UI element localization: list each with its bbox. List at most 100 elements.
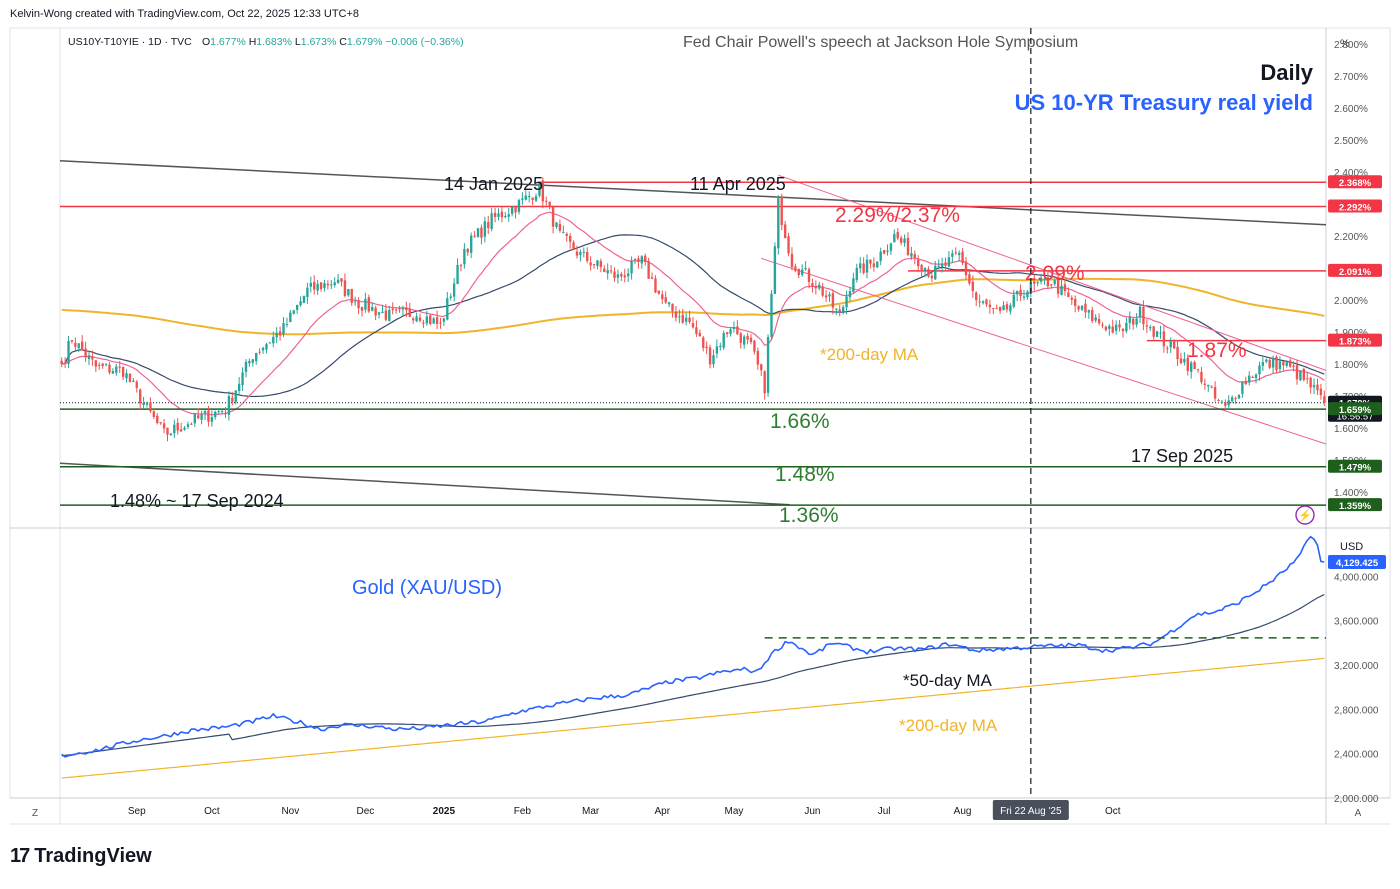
candle-body <box>237 383 241 391</box>
annotation-17-sep-2024: 1.48% ~ 17 Sep 2024 <box>110 491 284 511</box>
candle-body <box>1012 294 1015 307</box>
candle-body <box>84 348 87 358</box>
candle-body <box>879 251 882 262</box>
candle-body <box>766 337 770 393</box>
candle-body <box>336 279 340 284</box>
candle-body <box>961 251 964 264</box>
candle-body <box>121 366 125 377</box>
candle-body <box>299 301 302 306</box>
candle-body <box>848 291 852 298</box>
candle-body <box>657 290 661 294</box>
candle-body <box>753 340 756 352</box>
candle-body <box>1077 306 1080 310</box>
gold-ma50-line <box>61 594 1325 757</box>
candle-body <box>1138 306 1142 318</box>
annotation-14-jan-2025: 14 Jan 2025 <box>444 174 543 194</box>
candle-body <box>1254 374 1258 379</box>
candle-body <box>1002 305 1005 311</box>
candle-body <box>364 298 367 310</box>
candle-body <box>1128 316 1131 323</box>
timeframe-label: Daily <box>1260 60 1313 85</box>
candle-body <box>1251 376 1254 378</box>
candle-body <box>971 281 975 292</box>
candle-body <box>398 308 401 310</box>
candle-body <box>606 270 609 274</box>
candle-body <box>67 340 70 364</box>
candle-body <box>1183 358 1186 363</box>
candle-body <box>995 308 998 310</box>
candle-body <box>1125 322 1128 332</box>
candle-body <box>804 267 807 270</box>
candle-body <box>1108 325 1111 329</box>
candle-body <box>1268 359 1271 368</box>
time-tick-label: Dec <box>357 806 375 817</box>
candle-body <box>732 327 736 329</box>
candle-body <box>473 235 476 237</box>
candle-body <box>193 414 196 424</box>
candle-body <box>797 269 800 276</box>
candle-body <box>183 427 186 430</box>
candle-body <box>108 364 111 373</box>
candle-body <box>589 262 592 266</box>
candle-body <box>374 307 377 316</box>
candle-body <box>688 317 691 323</box>
price-tag-text: 1.873% <box>1339 337 1372 348</box>
candle-body <box>1009 305 1012 312</box>
candle-body <box>220 411 224 413</box>
price-tick-label: 2.700% <box>1334 72 1368 83</box>
price-tick-label: 2.200% <box>1334 232 1368 243</box>
long-term-lower-trendline <box>59 462 791 506</box>
candle-body <box>705 346 708 349</box>
candle-body <box>1050 284 1053 286</box>
candle-body <box>166 427 169 435</box>
candle-body <box>835 308 838 310</box>
candle-body <box>633 259 637 261</box>
zoom-button[interactable]: Z <box>32 808 38 819</box>
candle-body <box>227 396 231 415</box>
candle-body <box>954 252 957 254</box>
candle-body <box>1179 358 1183 364</box>
ma50-line-yield <box>61 234 1325 398</box>
candle-body <box>159 422 162 424</box>
candle-body <box>951 253 954 257</box>
candle-body <box>1217 399 1220 402</box>
candle-body <box>859 263 862 269</box>
price-tick-label: 2.500% <box>1334 136 1368 147</box>
candle-body <box>118 366 121 368</box>
candle-body <box>224 412 227 414</box>
candle-body <box>801 269 804 275</box>
time-tick-label: 2025 <box>433 806 456 817</box>
candle-body <box>865 259 869 273</box>
candle-body <box>1101 324 1104 326</box>
candle-body <box>667 302 671 305</box>
ma200-line-yield <box>61 277 1325 336</box>
candle-body <box>282 322 285 335</box>
candle-body <box>1084 303 1087 313</box>
candle-body <box>1080 305 1084 310</box>
candle-body <box>640 256 644 264</box>
candle-body <box>906 237 910 255</box>
candle-body <box>135 381 138 388</box>
candle-body <box>562 232 565 234</box>
candle-body <box>862 263 865 274</box>
candle-body <box>214 411 217 418</box>
annotation-200-day-ma-yield: *200-day MA <box>820 345 919 364</box>
candle-body <box>1015 290 1019 295</box>
candle-body <box>1302 368 1306 380</box>
symbol-label: US10Y-T10YIE · 1D · TVC <box>68 36 192 48</box>
candle-body <box>1067 292 1070 298</box>
candle-body <box>1097 318 1101 324</box>
candle-body <box>654 278 657 293</box>
candle-body <box>340 278 343 282</box>
candle-body <box>722 333 725 348</box>
candle-body <box>828 294 831 297</box>
candle-body <box>794 266 797 271</box>
ohlc-readout: O1.677% H1.683% L1.673% C1.679% −0.006 (… <box>202 36 464 48</box>
tradingview-brand[interactable]: 17 TradingView <box>10 845 152 868</box>
candle-body <box>644 255 647 262</box>
auto-scale-button[interactable]: A <box>1355 808 1362 819</box>
price-tag-text: 1.659% <box>1339 405 1372 416</box>
candle-body <box>504 215 507 218</box>
gold-price-tag-text: 4,129.425 <box>1336 558 1379 569</box>
candle-body <box>940 263 944 267</box>
